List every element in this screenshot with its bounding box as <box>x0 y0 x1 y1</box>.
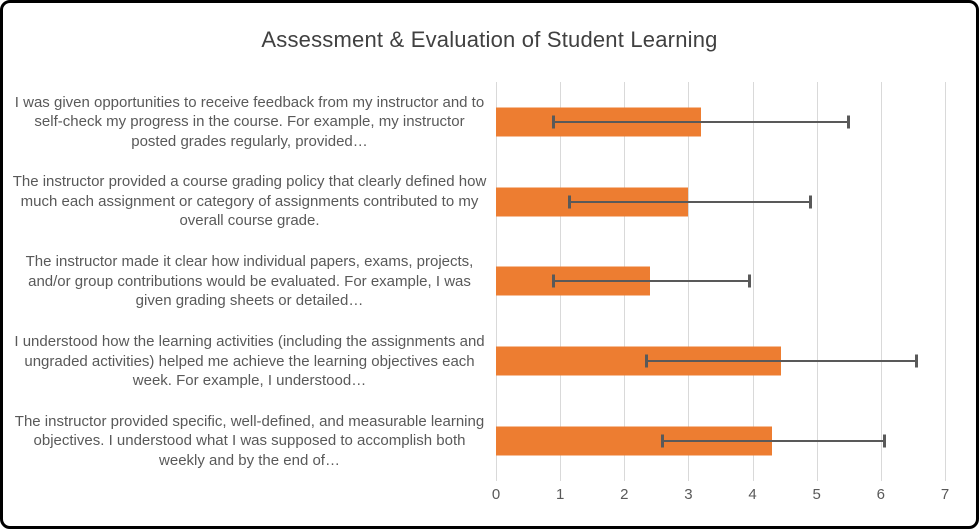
x-tick-label: 4 <box>748 486 757 503</box>
category-label: The instructor provided a course grading… <box>12 173 487 230</box>
error-bar-cap-low <box>645 354 649 368</box>
category-label: I understood how the learning activities… <box>14 333 485 390</box>
error-bar-cap-high <box>747 274 751 288</box>
error-bar-cap-low <box>552 115 556 129</box>
x-tick-label: 5 <box>812 486 821 503</box>
category-label: The instructor made it clear how individ… <box>25 253 474 310</box>
error-bar-line <box>662 440 885 443</box>
error-bar-cap-low <box>661 434 665 448</box>
error-bar-cap-low <box>552 274 556 288</box>
gridline <box>752 82 754 481</box>
x-tick-label: 0 <box>491 486 501 503</box>
chart-title: Assessment & Evaluation of Student Learn… <box>261 27 718 52</box>
error-bar-cap-high <box>882 434 886 448</box>
error-bar-cap-high <box>847 115 851 129</box>
error-bar-cap-high <box>914 354 918 368</box>
bar-row <box>496 82 945 162</box>
x-axis: 0 1 2 3 4 5 6 7 <box>492 486 949 508</box>
x-tick-label: 3 <box>684 486 693 503</box>
bar-row <box>496 401 945 481</box>
error-bar-cap-low <box>568 195 572 209</box>
error-bar-cap-high <box>808 195 812 209</box>
x-tick-label: 6 <box>876 486 886 503</box>
bar-row <box>496 242 945 322</box>
error-bar-line <box>553 280 750 283</box>
x-tick-label: 1 <box>555 486 565 503</box>
gridline <box>816 82 818 481</box>
error-bar-line <box>646 360 917 363</box>
plot-area <box>496 82 946 481</box>
error-bar-line <box>553 120 849 123</box>
bar-row <box>496 162 945 242</box>
gridline <box>880 82 882 481</box>
x-tick-label: 7 <box>940 486 950 503</box>
category-labels: I was given opportunities to receive fee… <box>9 82 490 481</box>
category-label: I was given opportunities to receive fee… <box>14 93 485 150</box>
bar-row <box>496 321 945 401</box>
x-tick-label: 2 <box>620 486 629 503</box>
error-bar-line <box>569 200 811 203</box>
gridline <box>945 82 946 481</box>
category-label: The instructor provided specific, well-d… <box>14 412 485 469</box>
